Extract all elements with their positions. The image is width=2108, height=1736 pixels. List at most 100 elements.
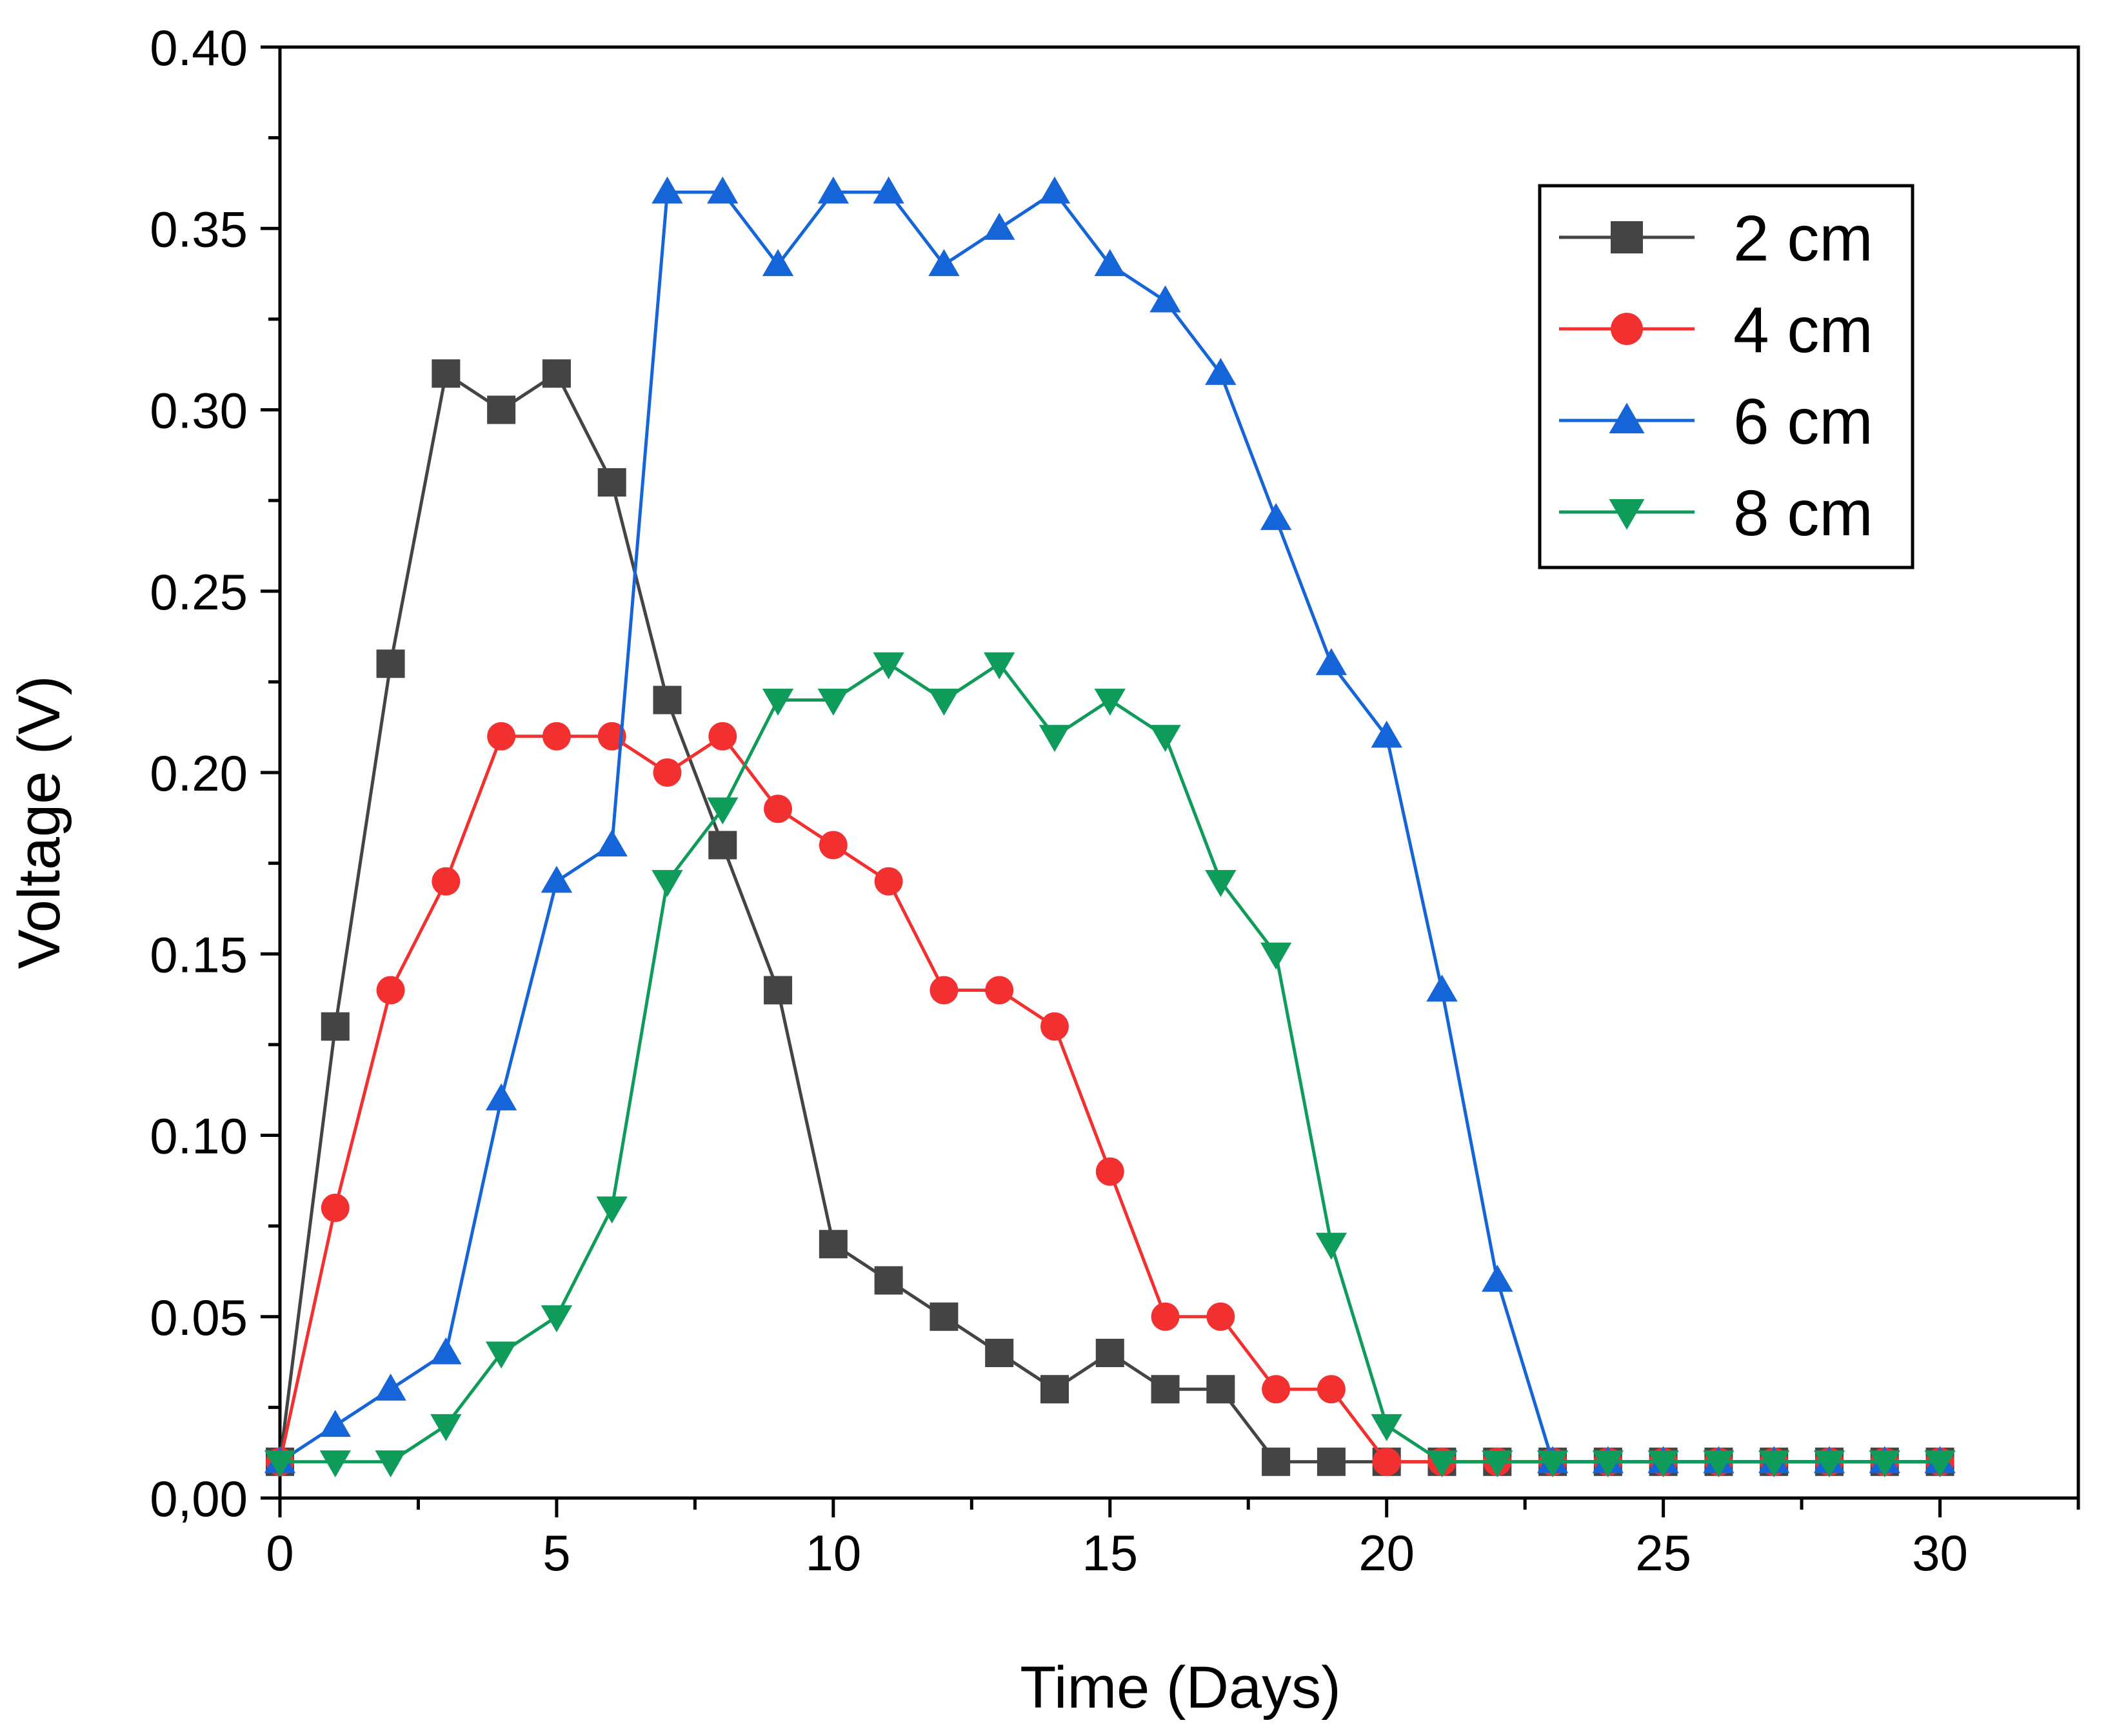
data-point xyxy=(651,870,683,897)
legend-marker xyxy=(1609,402,1645,433)
data-point xyxy=(708,722,737,751)
data-point xyxy=(485,1341,517,1369)
data-point xyxy=(984,213,1015,240)
data-point xyxy=(762,688,794,716)
data-point xyxy=(873,176,904,204)
data-point xyxy=(1094,249,1126,277)
data-point xyxy=(1039,176,1071,204)
data-point xyxy=(487,395,516,424)
data-point xyxy=(930,976,959,1005)
data-point xyxy=(321,1194,350,1222)
y-tick-label: 0.35 xyxy=(150,201,248,257)
data-point xyxy=(1703,1450,1735,1477)
data-point xyxy=(375,1374,406,1401)
data-point xyxy=(1536,1450,1569,1477)
data-point xyxy=(1260,503,1292,530)
data-point xyxy=(542,359,571,388)
legend-label: 4 cm xyxy=(1733,294,1873,366)
data-point xyxy=(1869,1450,1900,1477)
data-point xyxy=(1372,1447,1401,1476)
data-point xyxy=(1151,1375,1180,1404)
data-point xyxy=(1813,1450,1845,1477)
y-axis-title: Voltage (V) xyxy=(6,675,72,969)
data-point xyxy=(1149,285,1181,313)
y-tick-label: 0.15 xyxy=(150,926,248,983)
y-tick-label: 0.30 xyxy=(150,382,248,439)
data-point xyxy=(1205,358,1237,385)
legend-label: 2 cm xyxy=(1733,202,1873,275)
data-point xyxy=(1426,1450,1458,1477)
data-point xyxy=(1371,720,1402,748)
data-point xyxy=(1205,870,1237,897)
x-tick-label: 0 xyxy=(266,1524,293,1581)
data-point xyxy=(1482,1450,1513,1477)
series-8-cm xyxy=(264,652,1956,1477)
data-point xyxy=(485,1083,517,1110)
data-point xyxy=(375,1450,406,1477)
data-point xyxy=(541,1305,573,1332)
data-point xyxy=(541,865,573,893)
data-point xyxy=(1262,1447,1291,1476)
x-axis-title: Time (Days) xyxy=(1020,1655,1340,1721)
data-point xyxy=(984,652,1015,680)
data-point xyxy=(762,249,794,277)
data-point xyxy=(651,176,683,204)
data-point xyxy=(376,649,405,678)
data-point xyxy=(542,722,571,751)
data-point xyxy=(487,722,516,751)
legend-item: 4 cm xyxy=(1559,294,1873,366)
data-point xyxy=(764,976,793,1005)
data-point xyxy=(319,1450,351,1477)
data-point xyxy=(1095,1339,1124,1367)
data-point xyxy=(1149,725,1181,752)
legend-item: 6 cm xyxy=(1559,386,1873,458)
data-point xyxy=(1317,1447,1346,1476)
data-point xyxy=(1040,1012,1069,1041)
data-point xyxy=(596,829,628,857)
data-point xyxy=(1426,974,1458,1002)
data-point xyxy=(764,794,793,824)
data-point xyxy=(1592,1450,1624,1477)
data-point xyxy=(1040,1375,1069,1404)
data-point xyxy=(432,867,461,896)
data-point xyxy=(1924,1450,1956,1477)
x-tick-label: 5 xyxy=(542,1524,570,1581)
data-point xyxy=(653,686,682,715)
data-point xyxy=(430,1414,462,1441)
data-point xyxy=(817,176,850,204)
legend-marker xyxy=(1609,499,1645,530)
legend-item: 2 cm xyxy=(1559,202,1873,275)
data-point xyxy=(1315,648,1347,675)
data-point xyxy=(1317,1375,1346,1404)
y-tick-label: 0.10 xyxy=(150,1108,248,1165)
series-layer xyxy=(264,176,1956,1477)
y-tick-label: 0,00 xyxy=(150,1470,248,1527)
data-point xyxy=(874,867,903,896)
data-point xyxy=(432,359,461,388)
data-point xyxy=(319,1410,351,1437)
data-point xyxy=(264,1450,296,1477)
y-tick-label: 0.40 xyxy=(150,19,248,76)
data-point xyxy=(376,976,405,1005)
data-point xyxy=(1647,1450,1679,1477)
data-point xyxy=(819,1230,848,1259)
legend: 2 cm 4 cm 6 cm 8 cm xyxy=(1538,184,1914,569)
data-point xyxy=(1262,1375,1291,1404)
data-point xyxy=(597,468,626,497)
data-point xyxy=(874,1266,903,1295)
legend-marker xyxy=(1611,221,1643,253)
data-point xyxy=(1151,1302,1180,1331)
data-point xyxy=(930,1302,959,1331)
x-tick-label: 20 xyxy=(1358,1524,1415,1581)
data-point xyxy=(817,688,850,716)
data-point xyxy=(596,1196,628,1224)
data-point xyxy=(1039,725,1071,752)
data-point xyxy=(928,688,960,716)
data-point xyxy=(1315,1232,1347,1260)
legend-marker xyxy=(1611,313,1643,345)
data-point xyxy=(1371,1414,1402,1441)
data-point xyxy=(707,176,739,204)
data-point xyxy=(430,1337,462,1365)
data-point xyxy=(1206,1302,1235,1331)
legend-label: 8 cm xyxy=(1733,477,1873,549)
